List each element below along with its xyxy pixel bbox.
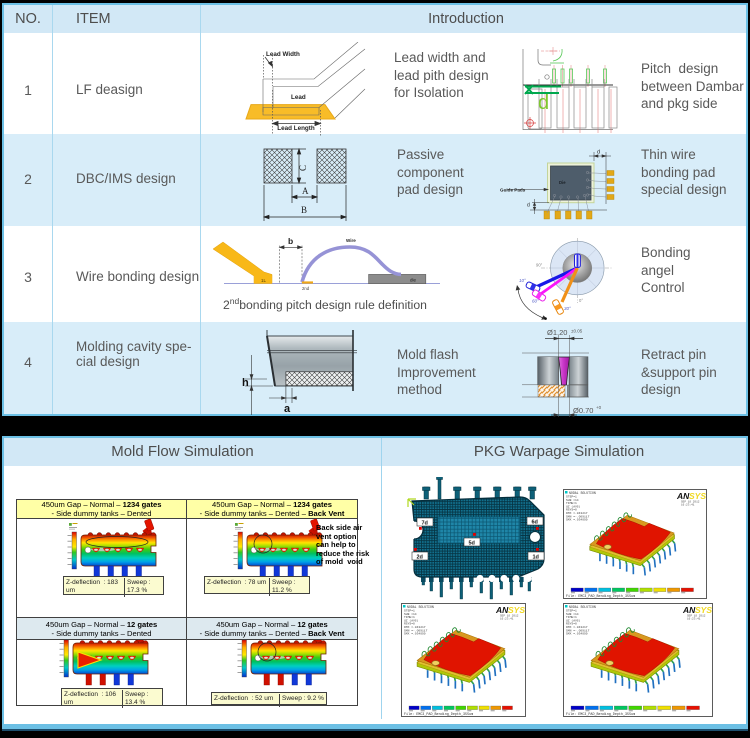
svg-text:File: EMC3_PAD_Bending_Depth_3: File: EMC3_PAD_Bending_Depth_355um [404,712,473,717]
svg-text:UZ (AVG): UZ (AVG) [566,504,581,508]
svg-text:SMX =.034099: SMX =.034099 [566,519,588,522]
svg-text:File: EMC3_PAD_Bending_Depth_3: File: EMC3_PAD_Bending_Depth_355um [566,594,635,599]
svg-text:C: C [298,165,308,171]
svg-text:h: h [242,377,249,389]
svg-text:SEP 10 2012: SEP 10 2012 [687,615,706,618]
svg-text:NODAL SOLUTION: NODAL SOLUTION [569,491,596,495]
svg-text:2nd: 2nd [302,286,310,291]
svg-text:d: d [597,150,600,156]
svg-text:SMN =-.009117: SMN =-.009117 [566,515,590,518]
svg-text:2d: 2d [417,554,423,560]
svg-text:SMX =.034099: SMX =.034099 [566,633,588,636]
svg-text:STEP=1: STEP=1 [566,610,577,613]
svg-text:1L: 1L [261,278,267,283]
svg-text:SMN =-.009117: SMN =-.009117 [566,629,590,632]
svg-text:Lead Width: Lead Width [266,51,300,58]
svg-text:NODAL SOLUTION: NODAL SOLUTION [407,605,434,609]
svg-text:TIME=1: TIME=1 [404,616,415,619]
svg-text:AN: AN [495,605,509,615]
svg-text:5d: 5d [469,540,475,546]
svg-text:NODAL SOLUTION: NODAL SOLUTION [569,605,596,609]
svg-text:d: d [527,203,530,209]
svg-text:Ø1.20: Ø1.20 [547,328,567,337]
svg-text:a: a [284,403,291,415]
svg-text:AN: AN [676,491,690,501]
svg-text:STEP=1: STEP=1 [404,610,415,613]
svg-text:AN: AN [682,605,696,615]
svg-text:30°: 30° [564,306,571,311]
svg-text:Lead Length: Lead Length [277,125,315,132]
svg-text:SEP 10 2012: SEP 10 2012 [681,501,700,504]
svg-text:UZ (AVG): UZ (AVG) [566,618,581,622]
svg-text:Guide Pads: Guide Pads [500,188,526,193]
svg-text:SUB =14: SUB =14 [566,499,579,502]
svg-text:SMX =.034099: SMX =.034099 [404,633,426,636]
svg-text:SYS: SYS [508,605,525,615]
svg-text:B: B [301,205,307,215]
svg-text:Ø0.70: Ø0.70 [573,406,593,415]
svg-text:1d: 1d [533,554,539,560]
svg-text:7d: 7d [422,520,428,526]
svg-text:60°: 60° [532,299,539,304]
svg-text:Wire: Wire [346,238,356,243]
svg-text:±0.05: ±0.05 [571,329,583,334]
svg-text:SEP 10 2012: SEP 10 2012 [500,615,519,618]
svg-text:SUB =14: SUB =14 [566,613,579,616]
svg-text:16:23:41: 16:23:41 [687,618,701,621]
svg-text:TIME=1: TIME=1 [566,616,577,619]
svg-text:6d: 6d [532,519,538,525]
svg-text:A: A [302,186,309,196]
svg-text:SMN =-.009117: SMN =-.009117 [404,629,428,632]
svg-text:16:23:41: 16:23:41 [681,504,695,507]
svg-text:+0: +0 [596,405,602,410]
svg-text:Lead: Lead [291,94,306,101]
svg-text:RSYS=0: RSYS=0 [404,623,415,626]
svg-text:STEP=1: STEP=1 [566,496,577,499]
svg-text:SUB =14: SUB =14 [404,613,417,616]
svg-text:10°: 10° [519,278,526,283]
svg-text:File: EMC3_PAD_Bending_Depth_3: File: EMC3_PAD_Bending_Depth_355um [566,712,635,717]
svg-text:TIME=1: TIME=1 [566,502,577,505]
svg-text:90°: 90° [536,263,543,268]
svg-text:0°: 0° [579,298,583,303]
svg-text:RSYS=0: RSYS=0 [566,509,577,512]
svg-text:DMX =.043217: DMX =.043217 [404,626,426,629]
svg-text:UZ (AVG): UZ (AVG) [404,618,419,622]
svg-text:DMX =.043217: DMX =.043217 [566,512,588,515]
svg-text:Die: Die [559,180,566,185]
svg-text:d: d [538,92,549,114]
svg-text:SYS: SYS [689,491,706,501]
svg-text:DMX =.043217: DMX =.043217 [566,626,588,629]
svg-text:b: b [288,236,293,246]
svg-text:RSYS=0: RSYS=0 [566,623,577,626]
svg-text:die: die [410,278,417,283]
svg-text:16:23:41: 16:23:41 [500,618,514,621]
svg-text:SYS: SYS [695,605,712,615]
